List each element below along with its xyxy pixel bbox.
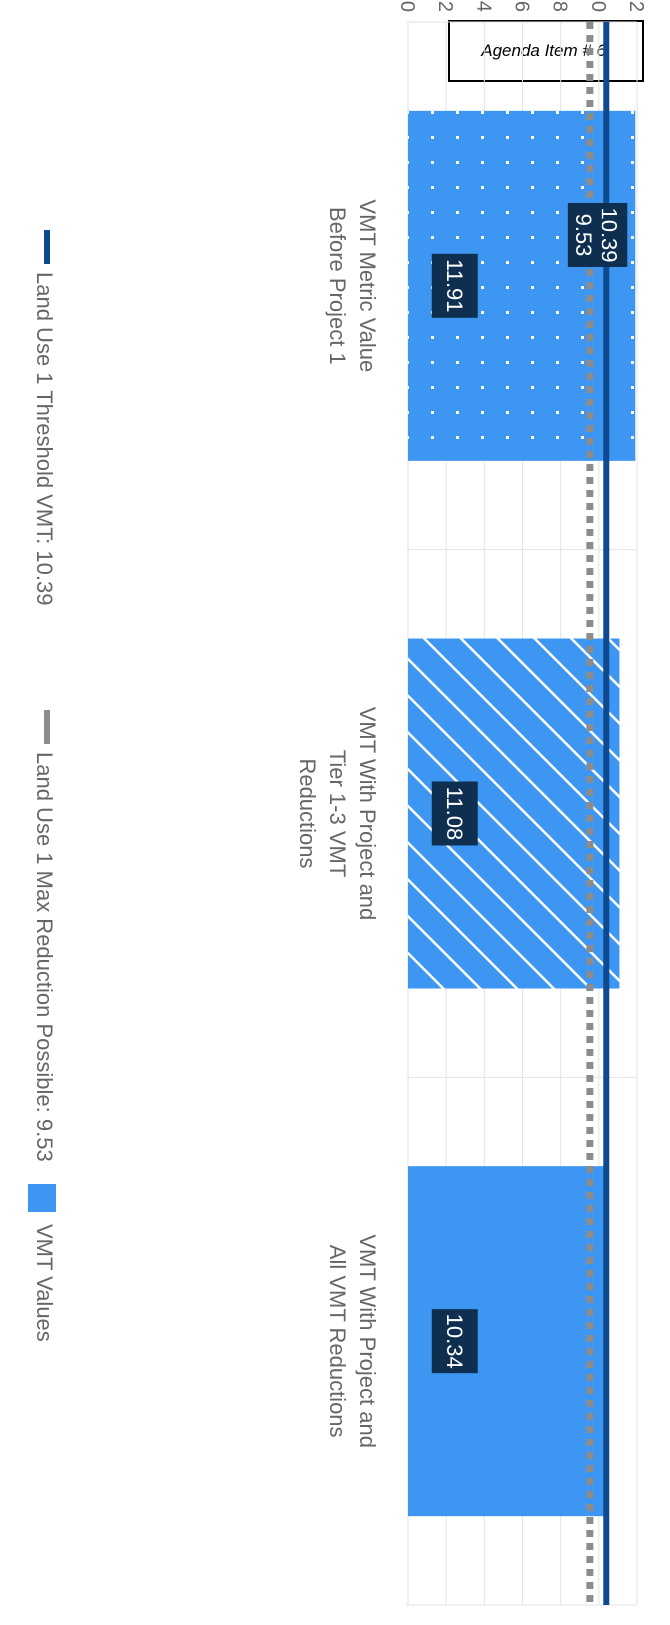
- legend-label-threshold: Land Use 1 Threshold VMT: 10.39: [32, 272, 57, 605]
- legend-swatch-threshold: [44, 230, 50, 264]
- bar-value-label-bg-2: [431, 781, 478, 846]
- bar-value-label-bg-1: [431, 253, 478, 318]
- category-label-2-line-1: VMT With Project and: [355, 707, 380, 921]
- bar-value-label-1: 11.91: [442, 259, 467, 312]
- category-label-3-line-2: All VMT Reductions: [325, 1245, 350, 1438]
- bar-3: [407, 1166, 606, 1517]
- category-label-3-line-1: VMT With Project and: [355, 1234, 380, 1448]
- legend-swatch-vmt-values: [28, 1184, 56, 1212]
- agenda-item-box: Agenda Item # 6.: [448, 20, 644, 82]
- y-tick-label-4: 4: [472, 1, 494, 12]
- bar-value-label-2: 11.08: [442, 787, 467, 840]
- legend-swatch-max-reduction: [44, 710, 50, 744]
- y-tick-label-8: 8: [549, 1, 571, 12]
- y-tick-label-0: 0: [396, 1, 418, 12]
- legend-label-vmt-values: VMT Values: [32, 1224, 57, 1342]
- category-label-1-line-1: VMT Metric Value: [355, 199, 380, 372]
- y-tick-label-10: 10: [587, 0, 609, 12]
- max-reduction-value-label: 9.53: [571, 214, 596, 257]
- category-label-2-line-2: Tier 1-3 VMT: [325, 750, 350, 878]
- bar-value-label-3: 10.34: [442, 1314, 467, 1369]
- y-tick-label-6: 6: [511, 1, 533, 12]
- bar-1: [408, 110, 636, 461]
- bar-value-label-bg-3: [431, 1309, 478, 1374]
- category-label-2-line-3: Reductions: [295, 758, 320, 868]
- y-tick-label-12: 12: [625, 0, 647, 12]
- max-reduction-value-label-bg: [567, 203, 602, 267]
- category-label-1-line-2: Before Project 1: [325, 207, 350, 365]
- agenda-item-label: Agenda Item # 6.: [481, 41, 611, 60]
- bar-2: [408, 638, 620, 989]
- legend-label-max-reduction: Land Use 1 Max Reduction Possible: 9.53: [32, 752, 57, 1162]
- y-tick-label-2: 2: [434, 1, 456, 12]
